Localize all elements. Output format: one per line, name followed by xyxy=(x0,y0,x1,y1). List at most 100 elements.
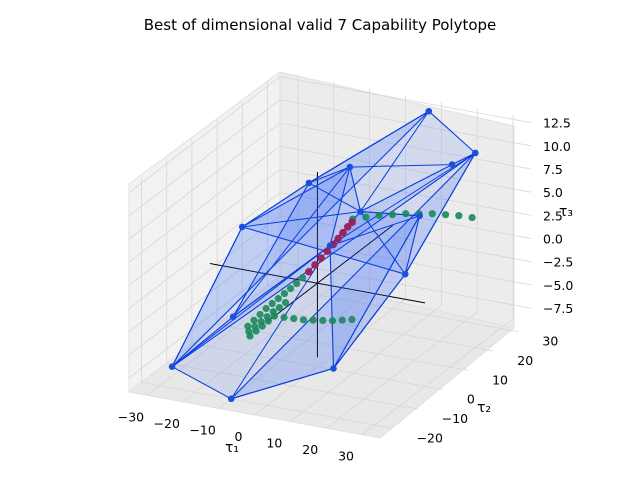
z-tick-label: 7.5 xyxy=(543,162,563,177)
polytope-vertex xyxy=(401,270,409,278)
polytope-edge xyxy=(360,110,430,212)
z-tick-label: −2.5 xyxy=(543,255,573,270)
z-tick-label: 12.5 xyxy=(543,116,571,131)
x-tick-label: −30 xyxy=(118,409,144,424)
trajectory-valid-point xyxy=(348,315,356,324)
grid-line-z xyxy=(128,238,532,356)
polytope-edge xyxy=(329,152,476,247)
trajectory-valid-point xyxy=(281,299,290,307)
trajectory-valid-point xyxy=(264,317,272,325)
polytope-vertex xyxy=(346,163,354,171)
trajectory-valid-point xyxy=(252,327,260,335)
trajectory-valid-point xyxy=(402,210,410,218)
x-tick-label: 30 xyxy=(338,449,354,464)
trajectory-valid-point xyxy=(338,316,346,324)
x-tick-label: −20 xyxy=(154,416,180,431)
y-tick-label: 0 xyxy=(467,392,475,407)
z-tick-label: −7.5 xyxy=(543,301,573,316)
polytope-vertex xyxy=(227,395,235,403)
grid-line-z xyxy=(128,261,532,379)
polytope-vertices xyxy=(168,107,479,403)
y-tick-label: −20 xyxy=(417,430,443,445)
grid-line-x xyxy=(325,108,478,429)
polytope-vertex xyxy=(168,363,176,370)
trajectory-valid-point xyxy=(268,299,276,308)
polytope-vertex xyxy=(416,212,423,220)
polytope-vertex xyxy=(238,223,246,231)
trajectory-best-point xyxy=(334,234,342,243)
grid-line-y xyxy=(141,178,393,429)
polytope-vertex xyxy=(229,313,237,321)
grid-line-z xyxy=(128,192,532,309)
polytope-vertex xyxy=(357,208,364,215)
trajectory xyxy=(244,210,476,340)
z-axis-label: τ₃ xyxy=(559,204,573,220)
trajectory-valid-point xyxy=(290,314,298,323)
tick-labels: −30 −20 −10 0 10 20 30 −20 −10 0 10 20 30 −7.5 −5.0 −2.… xyxy=(118,116,574,464)
trajectory-valid-point xyxy=(428,210,436,218)
trajectory-valid-point xyxy=(280,289,289,298)
trajectory-best-point xyxy=(311,261,319,269)
grid-line-y xyxy=(216,120,469,371)
y-tick-label: −10 xyxy=(442,411,468,426)
trajectory-valid-point xyxy=(274,294,282,303)
x-tick-label: −10 xyxy=(189,422,215,437)
trajectory-valid-point xyxy=(441,211,450,219)
trajectory-valid-point xyxy=(244,322,252,330)
y-tick-label: 30 xyxy=(542,334,558,349)
polytope-edge xyxy=(329,215,420,247)
center-axis-line xyxy=(266,224,394,323)
polytope-edge xyxy=(308,182,361,212)
grid-lines xyxy=(128,75,532,436)
trajectory-valid-point xyxy=(375,211,383,220)
z-tick-label: 5.0 xyxy=(543,185,563,200)
x-tick-label: 20 xyxy=(302,442,318,457)
grid-line-z xyxy=(128,99,532,217)
z-tick-label: 0.0 xyxy=(543,232,563,247)
grid-line-z xyxy=(128,215,532,333)
trajectory-valid-point xyxy=(455,212,463,220)
polytope-edge xyxy=(230,245,331,400)
y-axis-label: τ₂ xyxy=(477,400,491,416)
polytope-vertex xyxy=(448,161,456,168)
grid-line-z xyxy=(128,145,532,263)
trajectory-valid-point xyxy=(270,312,278,320)
trajectory-best-point xyxy=(317,254,325,262)
z-tick-label: −5.0 xyxy=(543,278,573,293)
trajectory-valid-point xyxy=(286,284,295,293)
polytope-vertex xyxy=(330,365,337,372)
grid-line-z xyxy=(128,76,532,193)
z-tick-label: 2.5 xyxy=(543,208,563,223)
trajectory-best-point xyxy=(348,218,356,227)
y-tick-label: 10 xyxy=(492,372,508,387)
chart-title: Best of dimensional valid 7 Capability P… xyxy=(144,16,497,34)
trajectory-valid-point xyxy=(362,213,370,221)
trajectory-valid-point xyxy=(299,274,307,282)
trajectory-best-point xyxy=(339,228,347,237)
trajectory-valid-point xyxy=(388,210,397,219)
trajectory-valid-point xyxy=(309,316,317,324)
polytope-edge xyxy=(333,215,421,369)
polytope-vertex xyxy=(305,179,313,187)
grid-line-y xyxy=(166,159,418,410)
trajectory-valid-point xyxy=(293,279,301,288)
polytope-edge xyxy=(232,166,351,318)
grid-line-y xyxy=(267,81,519,333)
polytope-edge xyxy=(171,245,331,368)
trajectory-valid-point xyxy=(299,316,308,324)
x-tick-label: 0 xyxy=(235,429,243,444)
polytope-vertex xyxy=(472,149,479,157)
polytope-edge xyxy=(242,211,361,228)
polytope-vertex xyxy=(326,242,334,250)
x-tick-label: 10 xyxy=(266,436,282,451)
trajectory-valid-point xyxy=(258,322,266,330)
trajectory-valid-point xyxy=(280,313,288,321)
grid-line-z xyxy=(128,122,532,240)
trajectory-valid-point xyxy=(319,316,327,325)
grid-line-x xyxy=(361,114,514,436)
trajectory-valid-point xyxy=(262,304,270,313)
trajectory-valid-point xyxy=(468,213,476,222)
trajectory-valid-point xyxy=(275,304,284,312)
trajectory-best-point xyxy=(305,267,313,276)
